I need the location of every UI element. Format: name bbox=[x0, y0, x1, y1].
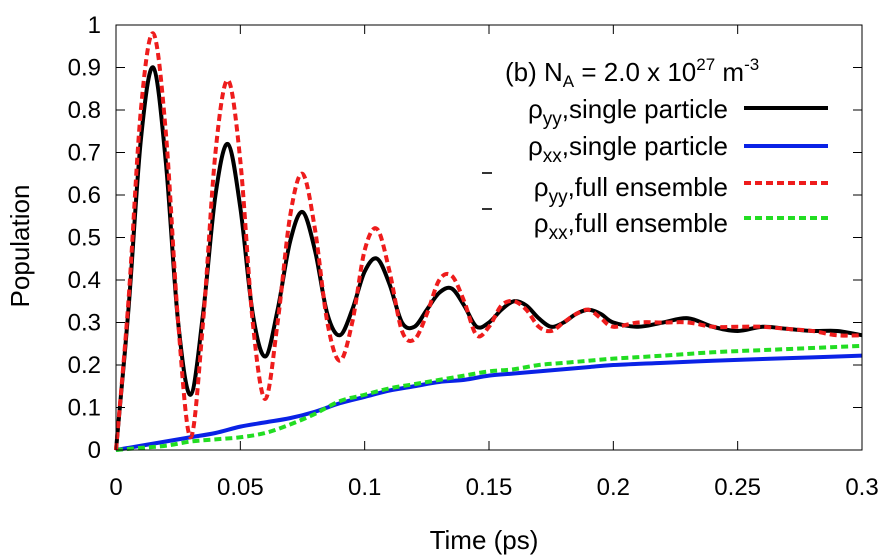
y-tick-label: 0.6 bbox=[68, 182, 101, 209]
y-tick-label: 0.8 bbox=[68, 97, 101, 124]
y-tick-label: 0.2 bbox=[68, 352, 101, 379]
series-line-rho-xx-single bbox=[115, 353, 863, 452]
x-tick-label: 0.2 bbox=[597, 474, 630, 501]
plot-frame bbox=[115, 24, 863, 451]
x-tick-label: 0.05 bbox=[217, 474, 264, 501]
series-line-rho-bar-yy-ensemble bbox=[114, 31, 863, 451]
y-tick-label: 1 bbox=[88, 12, 101, 39]
x-tick-label: 0 bbox=[109, 474, 122, 501]
y-tick-label: 0.4 bbox=[68, 267, 101, 294]
legend-entry-rho-bar-xx-ensemble: ρxx,full ensemble bbox=[482, 208, 828, 244]
series-line-rho-bar-xx-ensemble bbox=[115, 343, 863, 452]
x-tick-label: 0.1 bbox=[348, 474, 381, 501]
x-tick-label: 0.25 bbox=[714, 474, 761, 501]
y-tick-label: 0.1 bbox=[68, 395, 101, 422]
x-axis-label: Time (ps) bbox=[430, 525, 539, 555]
y-tick-label: 0.3 bbox=[68, 310, 101, 337]
y-tick-label: 0 bbox=[88, 437, 101, 464]
y-axis-label: Population bbox=[5, 185, 35, 308]
y-tick-label: 0.5 bbox=[68, 225, 101, 252]
legend-entry-rho-bar-yy-ensemble: ρyy,full ensemble bbox=[482, 172, 828, 208]
svg-text:ρyy,full ensemble: ρyy,full ensemble bbox=[534, 172, 728, 208]
svg-text:ρyy,single particle: ρyy,single particle bbox=[528, 94, 728, 130]
legend: ρyy,single particle ρxx,single particle … bbox=[482, 94, 828, 244]
y-tick-label: 0.7 bbox=[68, 140, 101, 167]
svg-text:ρxx,single particle: ρxx,single particle bbox=[528, 131, 728, 167]
y-tick-label: 0.9 bbox=[68, 55, 101, 82]
density-annotation: (b) NA = 2.0 x 1027 m-3 bbox=[505, 55, 759, 91]
x-tick-label: 0.3 bbox=[845, 474, 878, 501]
series-line-rho-yy-single bbox=[114, 65, 863, 451]
legend-entry-rho-yy-single: ρyy,single particle bbox=[528, 94, 828, 130]
x-tick-label: 0.15 bbox=[466, 474, 513, 501]
legend-entry-rho-xx-single: ρxx,single particle bbox=[528, 131, 828, 167]
svg-text:ρxx,full ensemble: ρxx,full ensemble bbox=[534, 208, 728, 244]
